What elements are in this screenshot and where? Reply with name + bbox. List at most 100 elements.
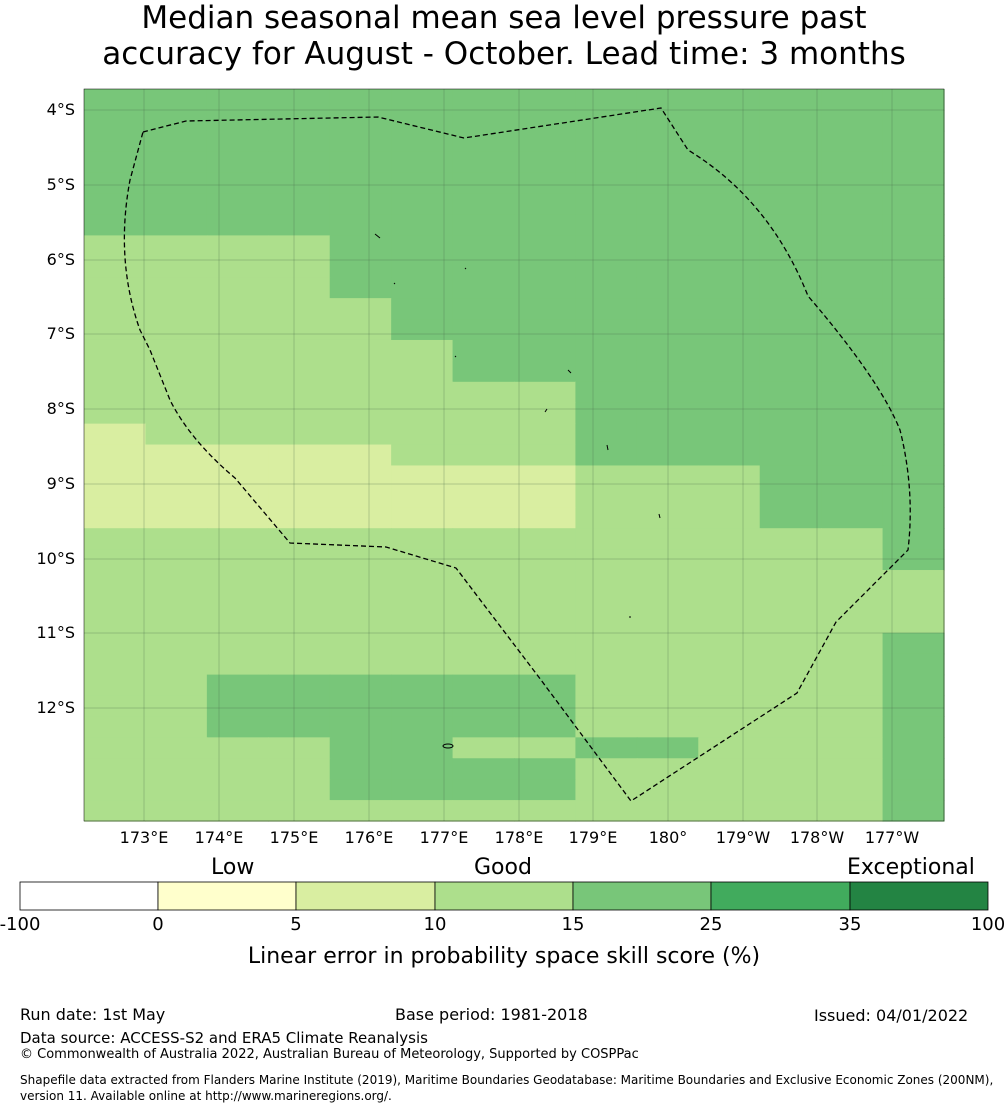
grid-cell (145, 611, 208, 634)
grid-cell (452, 737, 515, 759)
grid-cell (452, 800, 515, 822)
grid-cell (329, 319, 392, 341)
grid-cell (84, 570, 147, 592)
grid-cell (759, 423, 822, 446)
island (393, 282, 396, 285)
grid-cell (268, 130, 331, 153)
grid-cell (882, 486, 945, 508)
grid-cell (145, 151, 208, 174)
grid-cell (268, 674, 331, 697)
grid-cell (268, 611, 331, 634)
grid-cell (452, 695, 515, 718)
grid-cell (329, 381, 392, 404)
grid-cell (206, 486, 269, 508)
grid-cell (268, 465, 331, 487)
grid-cell (452, 423, 515, 446)
grid-cell (514, 319, 577, 341)
grid-cell (329, 758, 392, 780)
run-date: Run date: 1st May (20, 1005, 166, 1024)
grid-cell (268, 737, 331, 759)
grid-cell (575, 130, 638, 153)
grid-cell (452, 653, 515, 676)
grid-cell (84, 89, 147, 111)
grid-cell (821, 277, 884, 299)
grid-cell (514, 486, 577, 508)
grid-cell (268, 800, 331, 822)
grid-cell (575, 151, 638, 174)
grid-cell (514, 360, 577, 383)
grid-cell (759, 298, 822, 320)
latitude-label: 9°S (46, 474, 75, 493)
grid-cell (759, 130, 822, 153)
grid-cell (391, 611, 454, 634)
grid-cell (882, 800, 945, 822)
grid-cell (575, 172, 638, 195)
grid-cell (882, 570, 945, 592)
grid-cell (698, 590, 761, 613)
grid-cell (821, 465, 884, 487)
grid-cell (698, 193, 761, 216)
grid-cell (329, 423, 392, 446)
grid-cell (452, 235, 515, 257)
grid-cell (84, 151, 147, 174)
longitude-label: 173°E (119, 828, 169, 847)
grid-cell (821, 423, 884, 446)
grid-cell (882, 319, 945, 341)
latitude-label: 11°S (36, 623, 75, 642)
grid-cell (821, 507, 884, 529)
grid-cell (575, 319, 638, 341)
grid-cell (84, 423, 147, 446)
grid-cell (452, 214, 515, 236)
grid-cell (821, 528, 884, 550)
grid-cell (268, 507, 331, 529)
grid-cell (882, 402, 945, 425)
grid-cell (882, 528, 945, 550)
grid-cell (268, 256, 331, 278)
grid-cell (759, 632, 822, 655)
grid-cell (514, 779, 577, 801)
grid-cell (268, 590, 331, 613)
grid-cell (84, 549, 147, 571)
grid-cell (206, 423, 269, 446)
grid-cell (268, 423, 331, 446)
grid-cell (575, 109, 638, 132)
grid-cell (882, 193, 945, 216)
island (544, 408, 548, 413)
grid-cell (882, 758, 945, 780)
grid-cell (698, 151, 761, 174)
category-exceptional: Exceptional (847, 855, 975, 880)
grid-cell (698, 737, 761, 759)
grid-cell (391, 256, 454, 278)
grid-cell (759, 507, 822, 529)
grid-cell (821, 214, 884, 236)
grid-cell (206, 800, 269, 822)
grid-cell (882, 130, 945, 153)
grid-cell (391, 319, 454, 341)
latitude-label: 6°S (46, 250, 75, 269)
grid-cell (882, 381, 945, 404)
grid-cell (882, 632, 945, 655)
grid-cell (575, 298, 638, 320)
grid-cell (759, 528, 822, 550)
grid-cell (145, 423, 208, 446)
grid-cell (759, 381, 822, 404)
grid-cell (206, 402, 269, 425)
grid-cell (514, 758, 577, 780)
grid-cell (821, 590, 884, 613)
grid-cell (329, 570, 392, 592)
grid-cell (575, 779, 638, 801)
longitude-label: 177°E (419, 828, 469, 847)
grid-cell (329, 716, 392, 738)
grid-cell (206, 172, 269, 195)
grid-cell (759, 89, 822, 111)
grid-cell (84, 319, 147, 341)
grid-cell (698, 507, 761, 529)
grid-cell (698, 549, 761, 571)
grid-cell (268, 298, 331, 320)
grid-cell (575, 486, 638, 508)
grid-cell (514, 674, 577, 697)
grid-cell (821, 89, 884, 111)
issued-date: Issued: 04/01/2022 (814, 1006, 969, 1025)
grid-cell (268, 716, 331, 738)
grid-cell (698, 444, 761, 467)
